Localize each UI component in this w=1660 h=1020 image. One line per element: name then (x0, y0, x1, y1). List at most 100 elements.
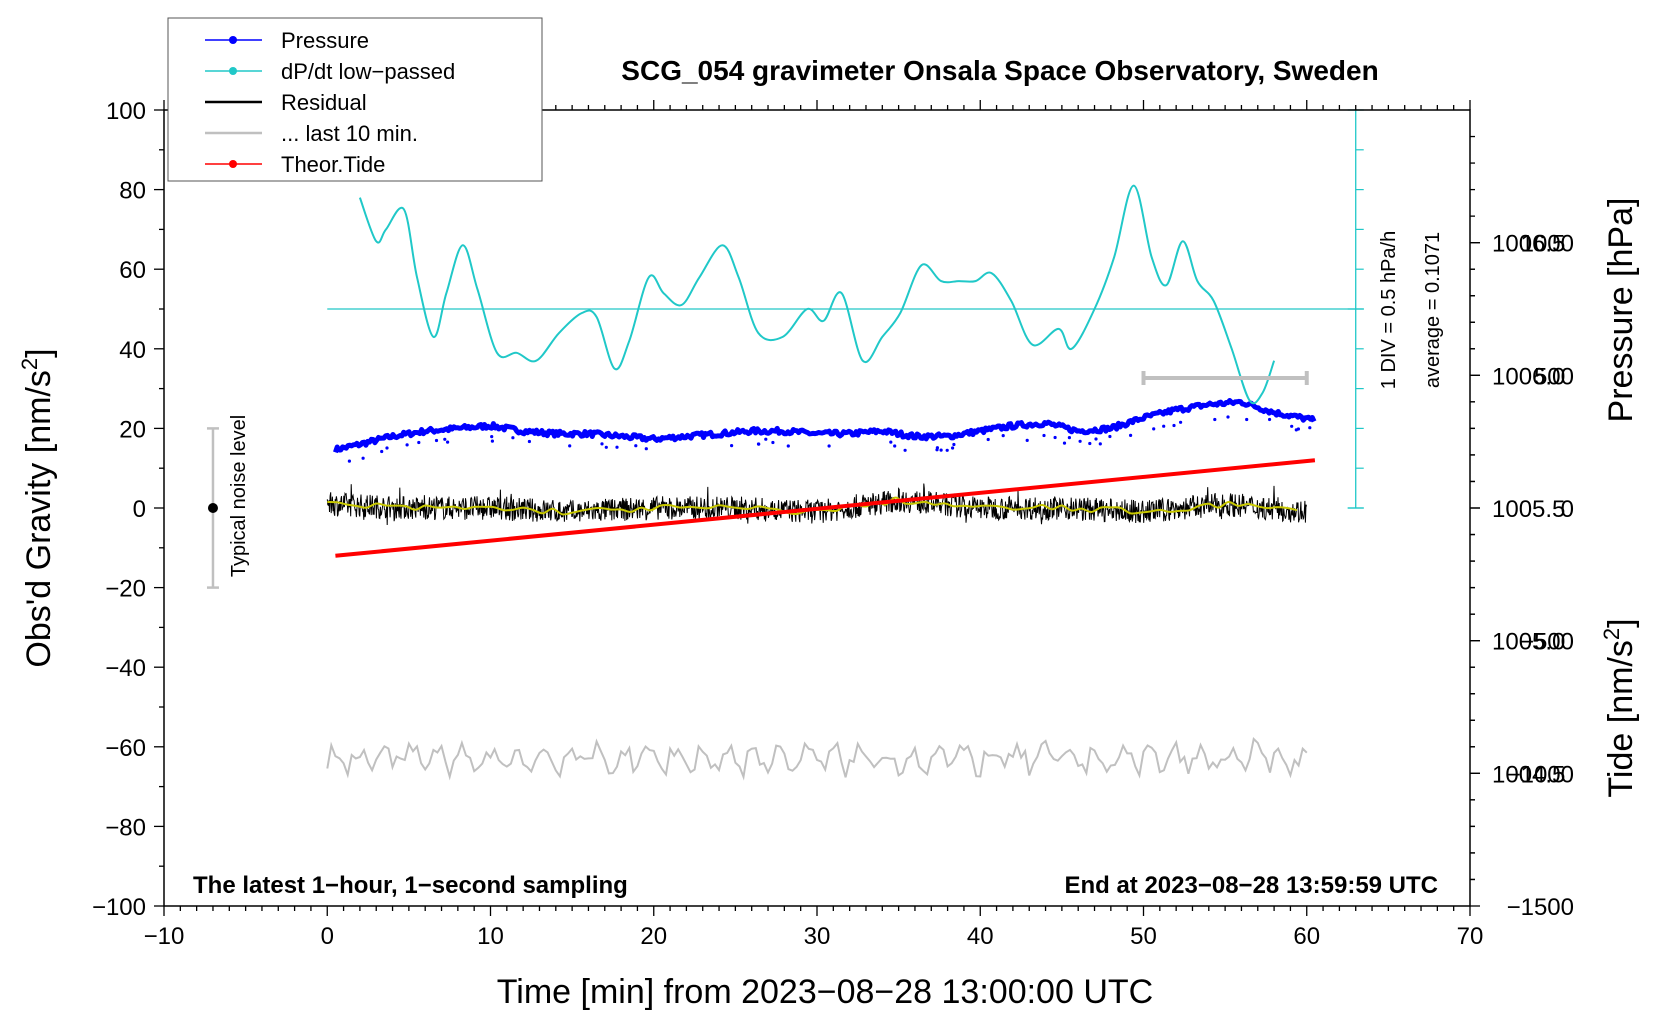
y-tick-label: 20 (119, 416, 146, 443)
pressure-point (446, 440, 450, 444)
plot-data-layer (206, 109, 1364, 781)
tide-tick-label: −500 (1520, 629, 1574, 656)
legend-box (167, 17, 543, 182)
pressure-point (1172, 423, 1176, 428)
residual-line (326, 483, 1308, 526)
pressure-point (1025, 438, 1029, 442)
pressure-point (889, 440, 893, 444)
pressure-point (490, 439, 494, 443)
tide-tick-label: 1000 (1521, 231, 1574, 258)
pressure-point (443, 437, 447, 441)
y-tick-label: 100 (106, 98, 146, 125)
tide-tick-label: −1500 (1507, 894, 1574, 921)
tide-tick-label: 0 (1561, 496, 1574, 523)
pressure-point (1094, 437, 1098, 441)
pressure-point (527, 439, 532, 444)
last-10-min-line (326, 737, 1308, 781)
pressure-axis-title: Pressure [hPa] (1602, 198, 1640, 423)
x-tick-label: 10 (477, 923, 504, 950)
tide-axis-title-sup: 2 (1599, 628, 1624, 640)
y-axis-title-sup: 2 (17, 358, 42, 370)
pressure-point (434, 438, 439, 443)
tide-axis-title: Tide [nm/s2] (1599, 618, 1640, 797)
pressure-point (490, 435, 494, 439)
pressure-point (1098, 442, 1102, 446)
pressure-point (1042, 433, 1046, 438)
annotation-end-time: End at 2023−08−28 13:59:59 UTC (1064, 872, 1438, 899)
pressure-point (952, 442, 956, 447)
pressure-point (1308, 426, 1312, 430)
pressure-point (1088, 441, 1092, 446)
pressure-point (1245, 417, 1249, 422)
pressure-point (786, 444, 790, 448)
pressure-point (893, 444, 897, 448)
y-tick-label: −80 (105, 814, 146, 841)
pressure-point (935, 446, 940, 450)
pressure-point (1268, 417, 1272, 422)
legend-label: Pressure (281, 28, 369, 53)
x-tick-label: 20 (640, 923, 667, 950)
x-tick-label: 30 (804, 923, 831, 950)
dpdt-line (358, 184, 1276, 405)
pressure-point (634, 444, 638, 448)
pressure-point (511, 436, 515, 440)
noise-bar-center (207, 503, 218, 513)
y-axis-title-main: Obs'd Gravity [nm/s (20, 370, 58, 667)
pressure-tick-label: 1005.0 (1492, 629, 1565, 656)
y-tick-label: −100 (92, 894, 146, 921)
pressure-point (1129, 433, 1133, 437)
pressure-point (764, 437, 768, 441)
pressure-point (1179, 420, 1183, 424)
pressure-point (945, 448, 949, 452)
pressure-point (730, 444, 734, 448)
pressure-point (756, 442, 761, 446)
pressure-point (1108, 434, 1112, 439)
legend-label: Theor.Tide (281, 152, 385, 177)
pressure-point (1053, 435, 1057, 440)
tide-axis-title-main: Tide [nm/s (1602, 640, 1640, 797)
pressure-point (1062, 441, 1067, 445)
y-tick-label: 0 (133, 496, 146, 523)
pressure-point (604, 445, 608, 449)
pressure-point (1226, 415, 1230, 419)
pressure-tick-label: 1006.5 (1492, 231, 1565, 258)
pressure-line (333, 398, 1317, 454)
pressure-point (568, 444, 572, 448)
chart-title: SCG_054 gravimeter Onsala Space Observat… (621, 55, 1378, 86)
dpdt-average-label: average = 0.1071 (1422, 232, 1444, 388)
pressure-point (903, 448, 907, 452)
pressure-point (1152, 427, 1156, 431)
pressure-point (405, 443, 409, 447)
pressure-point (1296, 427, 1300, 431)
x-axis-title: Time [min] from 2023−08−28 13:00:00 UTC (497, 973, 1153, 1011)
pressure-point (1290, 424, 1294, 428)
pressure-point (827, 444, 831, 448)
y-tick-label: −40 (105, 655, 146, 682)
x-tick-label: 70 (1457, 923, 1484, 950)
tide-tick-label: 500 (1534, 363, 1574, 390)
pressure-point (939, 448, 943, 452)
legend-label: Residual (281, 90, 367, 115)
legend-label: ... last 10 min. (281, 121, 418, 146)
tide-line (335, 458, 1316, 558)
x-tick-label: 40 (967, 923, 994, 950)
pressure-point (1001, 434, 1005, 438)
y-tick-label: 60 (119, 257, 146, 284)
y-tick-label: 80 (119, 178, 146, 205)
pressure-point (417, 440, 421, 445)
pressure-point (1213, 417, 1217, 422)
tide-tick-label: −1000 (1507, 761, 1574, 788)
pressure-point (1067, 436, 1071, 440)
pressure-point (1162, 424, 1166, 428)
pressure-tick-label: 1004.5 (1492, 761, 1565, 788)
legend: Pressure dP/dt low−passed Residual ... last… (167, 17, 543, 182)
legend-swatch-marker (229, 36, 237, 44)
dpdt-scale-label: 1 DIV = 0.5 hPa/h (1378, 231, 1400, 389)
legend-swatch-marker (229, 160, 237, 168)
pressure-point (347, 459, 351, 463)
pressure-point (951, 446, 955, 450)
pressure-point (600, 442, 604, 446)
axis-ticks-layer: −10 0 10 20 30 40 50 60 70−100−80−60−40−20020406… (92, 98, 1574, 950)
y-tick-label: −20 (105, 576, 146, 603)
